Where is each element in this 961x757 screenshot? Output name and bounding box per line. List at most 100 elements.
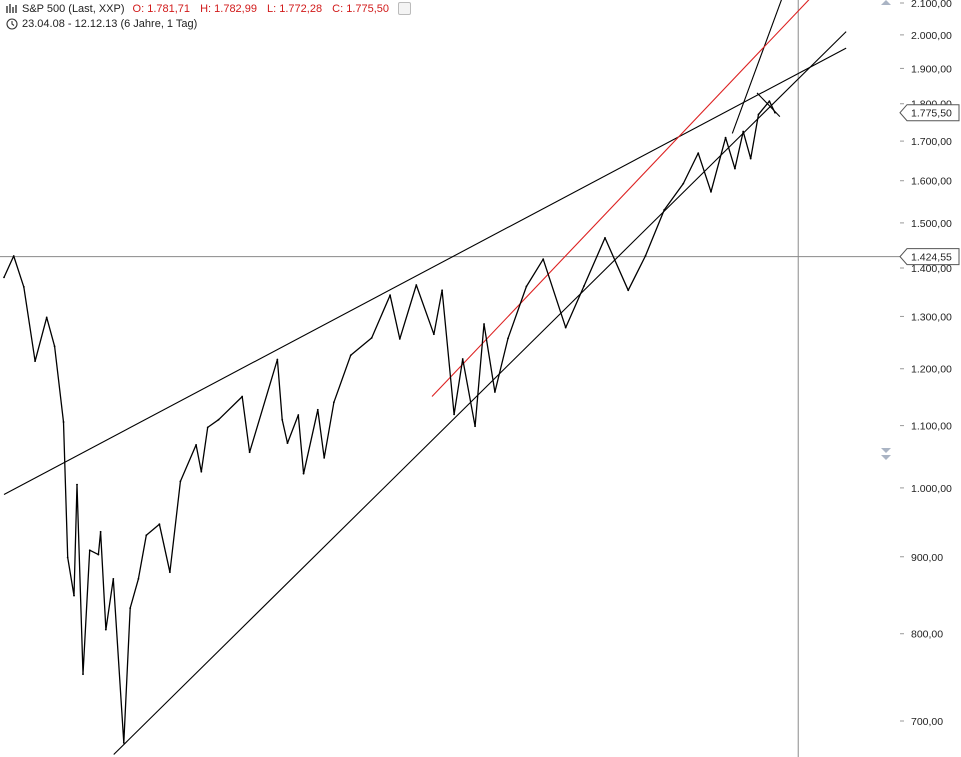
price-point (62, 421, 65, 423)
trendline-3[interactable] (731, 0, 791, 134)
price-point (749, 157, 752, 160)
price-point (415, 284, 418, 286)
price-point (525, 285, 528, 288)
price-point (248, 451, 251, 454)
price-point (774, 111, 776, 114)
price-point (710, 190, 712, 193)
settings-icon[interactable] (398, 2, 412, 15)
reference-price-badge[interactable]: 1.424,55 (899, 248, 960, 266)
y-tick-label: 1.500,00 (911, 218, 952, 230)
chart-type-icon[interactable] (6, 3, 18, 15)
price-point (34, 360, 36, 363)
clock-icon (6, 18, 18, 30)
price-point (88, 549, 91, 552)
y-tick-label: 2.000,00 (911, 30, 952, 42)
price-point (286, 442, 289, 444)
price-point (483, 323, 485, 325)
symbol-label: S&P 500 (Last, XXP) (22, 2, 125, 15)
price-point (217, 418, 220, 421)
price-point (332, 401, 335, 404)
price-point (302, 472, 305, 475)
price-point (297, 414, 300, 416)
y-tick-label: 1.300,00 (911, 311, 952, 323)
chart-header: S&P 500 (Last, XXP) O: 1.781,71 H: 1.782… (6, 2, 412, 15)
high-value: H: 1.782,99 (200, 2, 257, 15)
price-point (734, 167, 736, 170)
date-range-label: 23.04.08 - 12.12.13 (6 Jahre, 1 Tag) (22, 18, 198, 30)
y-tick-label: 1.200,00 (911, 364, 952, 376)
price-point (241, 395, 244, 398)
price-point (206, 426, 209, 429)
y-tick-label: 1.000,00 (911, 483, 952, 495)
price-point (137, 578, 140, 580)
price-point (644, 255, 647, 257)
price-point (697, 152, 700, 155)
price-point (316, 408, 319, 411)
y-tick-label: 1.400,00 (911, 263, 952, 275)
badge-box (899, 248, 960, 266)
price-point (53, 345, 56, 348)
price-point (583, 285, 585, 287)
last-price-badge[interactable]: 1.775,50 (899, 104, 960, 122)
price-point (323, 456, 326, 459)
open-value: O: 1.781,71 (132, 2, 191, 15)
scroll-up-icon[interactable] (881, 0, 891, 5)
trendline-4[interactable] (756, 92, 781, 117)
y-tick-label: 2.100,00 (911, 0, 952, 10)
price-point (604, 236, 606, 239)
price-point (682, 182, 685, 185)
price-point (663, 209, 666, 211)
price-point (122, 741, 125, 744)
price-point (12, 255, 15, 257)
price-point (432, 333, 435, 336)
y-tick-label: 1.100,00 (911, 421, 952, 433)
trendline-2[interactable] (113, 31, 847, 755)
price-point (370, 336, 373, 339)
price-point (757, 113, 760, 116)
price-point (494, 391, 496, 393)
price-point (564, 326, 567, 329)
low-value: L: 1.772,28 (267, 2, 323, 15)
y-tick-label: 700,00 (911, 716, 943, 728)
price-point (742, 130, 745, 133)
price-series-line (3, 100, 776, 744)
close-value: C: 1.775,50 (332, 2, 390, 15)
price-point (82, 673, 84, 676)
trendline-5[interactable] (431, 0, 812, 397)
price-point (453, 413, 455, 416)
badge-box (899, 104, 960, 122)
price-point (507, 337, 509, 340)
badge-label: 1.775,50 (911, 108, 952, 120)
scroll-down-icon-2[interactable] (881, 455, 891, 460)
trendline-1[interactable] (3, 47, 847, 495)
price-point (158, 523, 161, 526)
price-point (112, 578, 115, 580)
y-tick-label: 900,00 (911, 552, 943, 564)
price-point (76, 483, 78, 486)
price-point (200, 470, 203, 473)
price-point (104, 628, 107, 631)
price-point (179, 480, 182, 483)
price-point (73, 594, 75, 597)
y-tick-label: 1.600,00 (911, 176, 952, 188)
price-point (66, 556, 69, 559)
badge-label: 1.424,55 (911, 252, 952, 264)
ohlc-values: O: 1.781,71 H: 1.782,99 L: 1.772,28 C: 1… (133, 3, 397, 15)
price-point (45, 316, 48, 319)
price-point (398, 338, 401, 340)
price-point (768, 100, 771, 103)
price-point (281, 418, 284, 421)
price-point (145, 534, 148, 537)
scroll-down-icon[interactable] (881, 448, 891, 453)
price-point (276, 358, 279, 361)
y-tick-label: 1.900,00 (911, 63, 952, 75)
price-point (22, 286, 25, 288)
price-point (389, 294, 391, 297)
y-tick-label: 1.700,00 (911, 136, 952, 148)
price-point (474, 425, 476, 428)
price-point (3, 276, 5, 279)
price-point (195, 443, 197, 446)
price-point (129, 607, 132, 609)
price-point (168, 571, 171, 574)
